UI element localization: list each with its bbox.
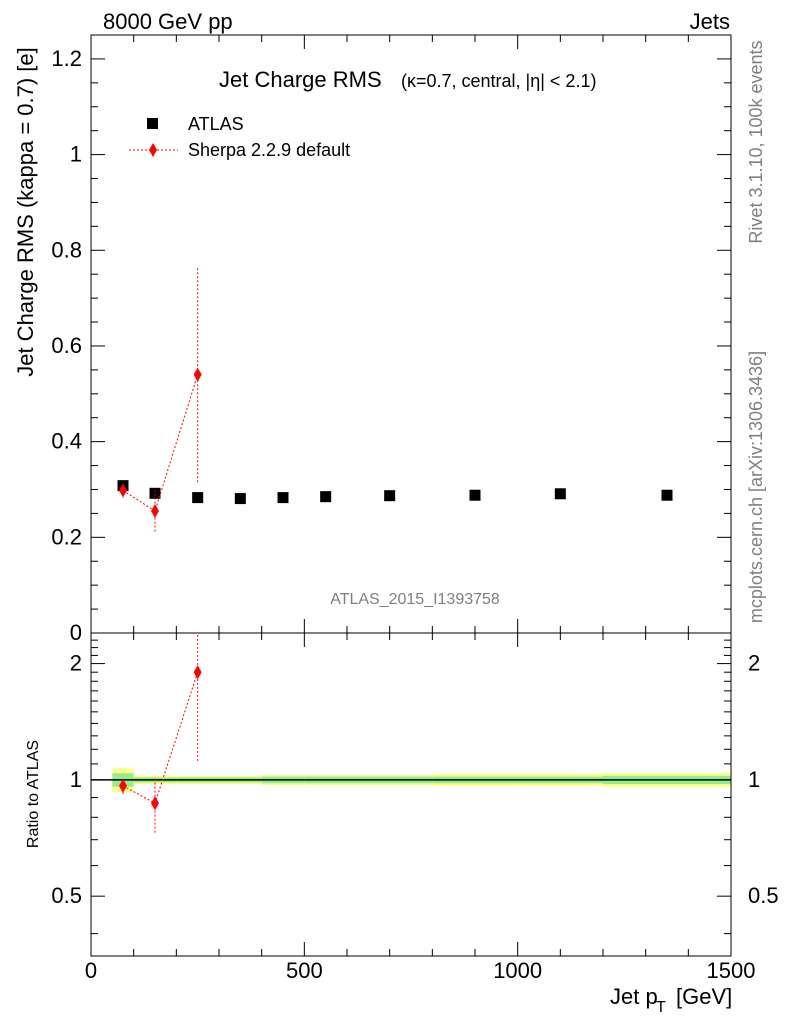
x-tick-label: 0 — [85, 958, 97, 983]
top-data-layer — [117, 267, 673, 532]
atlas-data-point — [661, 489, 673, 501]
ratio-panel-frame — [90, 632, 732, 957]
ratio-reference-band — [91, 768, 731, 793]
chart-subtitle: (κ=0.7, central, |η| < 2.1) — [401, 71, 596, 91]
legend: ATLAS Sherpa 2.2.9 default — [129, 114, 350, 160]
header-right-label: Jets — [690, 9, 730, 34]
x-tick-label: 1500 — [707, 958, 756, 983]
atlas-data-point — [469, 489, 481, 501]
chart-title: Jet Charge RMS — [219, 67, 382, 92]
legend-atlas-label: ATLAS — [188, 114, 244, 134]
header-left-label: 8000 GeV pp — [103, 9, 233, 34]
sherpa-ratio-point — [193, 665, 202, 680]
ratio-y-axis-label: Ratio to ATLAS — [25, 740, 42, 848]
rivet-version-label: Rivet 3.1.10, 100k events — [746, 40, 766, 243]
x-axis-label-main: Jet p — [610, 984, 658, 1009]
sherpa-ratio-point — [151, 796, 159, 811]
legend-sherpa-marker — [149, 143, 157, 157]
sherpa-ratio-point — [119, 778, 127, 793]
main-y-tick-label: 1.2 — [51, 46, 82, 71]
main-panel-ticks: 0 0.2 0.4 0.6 0.8 1 1.2 — [51, 34, 732, 645]
ratio-y-tick-label: 0.5 — [51, 883, 82, 908]
sherpa-data-point — [119, 483, 127, 498]
mcplots-label: mcplots.cern.ch [arXiv:1306.3436] — [746, 351, 766, 623]
ratio-y-tick-label-right: 0.5 — [748, 883, 779, 908]
ratio-y-tick-label-right: 1 — [748, 767, 760, 792]
legend-sherpa-label: Sherpa 2.2.9 default — [188, 140, 350, 160]
main-y-tick-label: 0 — [70, 620, 82, 645]
ratio-y-tick-label: 1 — [70, 767, 82, 792]
atlas-data-point — [234, 493, 246, 505]
sherpa-data-point — [151, 504, 159, 519]
x-tick-label: 500 — [286, 958, 323, 983]
main-panel-frame — [90, 34, 732, 634]
ratio-data-layer — [119, 633, 202, 833]
legend-atlas-marker — [147, 118, 158, 129]
main-y-tick-label: 0.6 — [51, 333, 82, 358]
main-y-tick-label: 1 — [70, 142, 82, 167]
main-y-tick-label: 0.2 — [51, 524, 82, 549]
x-axis-label-unit: [GeV] — [676, 984, 732, 1009]
atlas-data-point — [320, 491, 332, 503]
analysis-watermark: ATLAS_2015_I1393758 — [330, 591, 500, 608]
atlas-data-point — [277, 492, 289, 504]
ratio-y-tick-label: 2 — [70, 651, 82, 676]
ratio-panel: 0.5 0.5 1 1 2 2 0 500 1000 1500 Ratio to ATLAS Je… — [25, 632, 779, 1016]
atlas-data-point — [384, 490, 396, 502]
ratio-y-tick-label-right: 2 — [748, 651, 760, 676]
main-panel: 0 0.2 0.4 0.6 0.8 1 1.2 Jet Charge RMS (κ=0.7,… — [13, 34, 732, 645]
main-y-tick-label: 0.8 — [51, 237, 82, 262]
x-tick-label: 1000 — [493, 958, 542, 983]
ratio-panel-ticks: 0.5 0.5 1 1 2 2 0 500 1000 1500 — [51, 633, 779, 983]
atlas-data-point — [554, 488, 566, 500]
x-axis-label-subscript: T — [656, 999, 666, 1016]
sherpa-data-point — [193, 367, 202, 382]
x-axis-label: Jet p T [GeV] — [610, 984, 732, 1016]
sherpa-line — [122, 374, 199, 512]
main-y-tick-label: 0.4 — [51, 429, 82, 454]
main-y-axis-label: Jet Charge RMS (kappa = 0.7) [e] — [13, 47, 38, 377]
atlas-data-point — [192, 492, 204, 504]
atlas-data-point — [149, 487, 161, 499]
